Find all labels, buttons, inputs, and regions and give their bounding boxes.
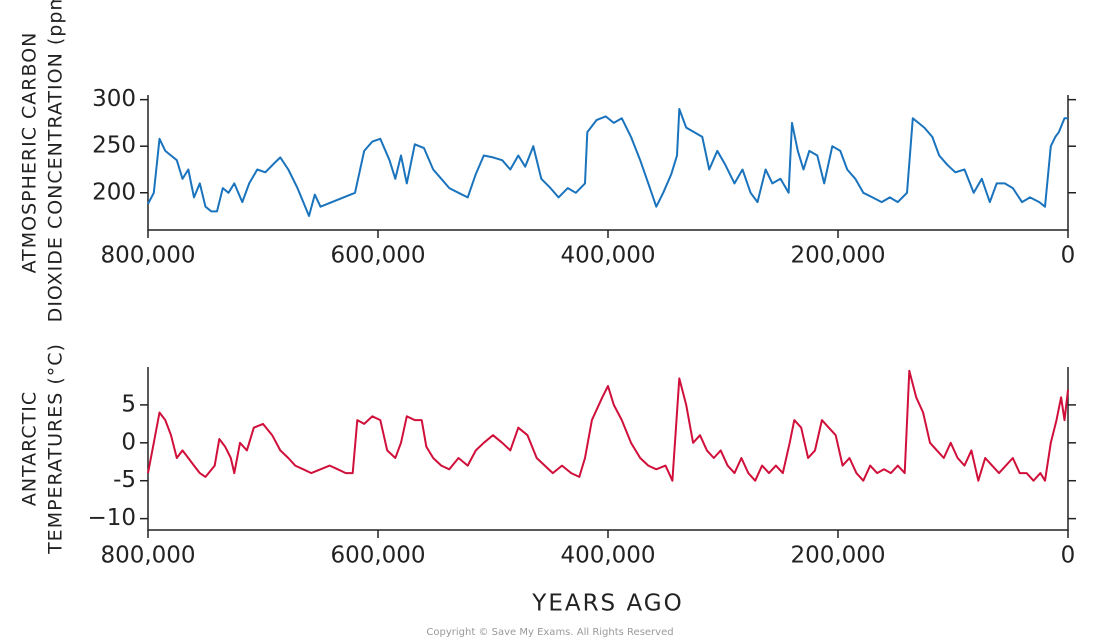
x-tick-label: 200,000 <box>790 243 885 269</box>
data-line <box>147 369 1069 482</box>
x-tick-label: 200,000 <box>790 543 885 569</box>
y-tick-label: 5 <box>121 391 136 417</box>
y-tick-label: −10 <box>87 505 136 531</box>
x-tick-label: 800,000 <box>100 543 195 569</box>
x-tick-label: 400,000 <box>560 243 655 269</box>
x-tick-label: 400,000 <box>560 543 655 569</box>
y-axis-title: DIOXIDE CONCENTRATION (ppm) <box>45 0 67 322</box>
data-line <box>147 108 1068 217</box>
y-tick-label: 250 <box>92 133 136 159</box>
axis-frame <box>147 367 1069 531</box>
x-tick-label: 0 <box>1061 543 1076 569</box>
y-axis-title: ATMOSPHERIC CARBON <box>19 32 41 274</box>
y-axis-title: ANTARCTIC <box>19 391 41 506</box>
y-tick-label: -5 <box>113 467 136 493</box>
y-tick-label: 0 <box>121 429 136 455</box>
y-tick-label: 300 <box>92 86 136 112</box>
y-tick-label: 200 <box>92 179 136 205</box>
x-tick-label: 800,000 <box>100 243 195 269</box>
axis-frame <box>147 95 1069 231</box>
copyright: Copyright © Save My Exams. All Rights Re… <box>426 627 673 638</box>
x-tick-label: 0 <box>1061 243 1076 269</box>
x-tick-label: 600,000 <box>330 243 425 269</box>
y-axis-title: TEMPERATURES (°C) <box>45 343 67 555</box>
x-tick-label: 600,000 <box>330 543 425 569</box>
x-axis-title: YEARS AGO <box>531 591 683 617</box>
